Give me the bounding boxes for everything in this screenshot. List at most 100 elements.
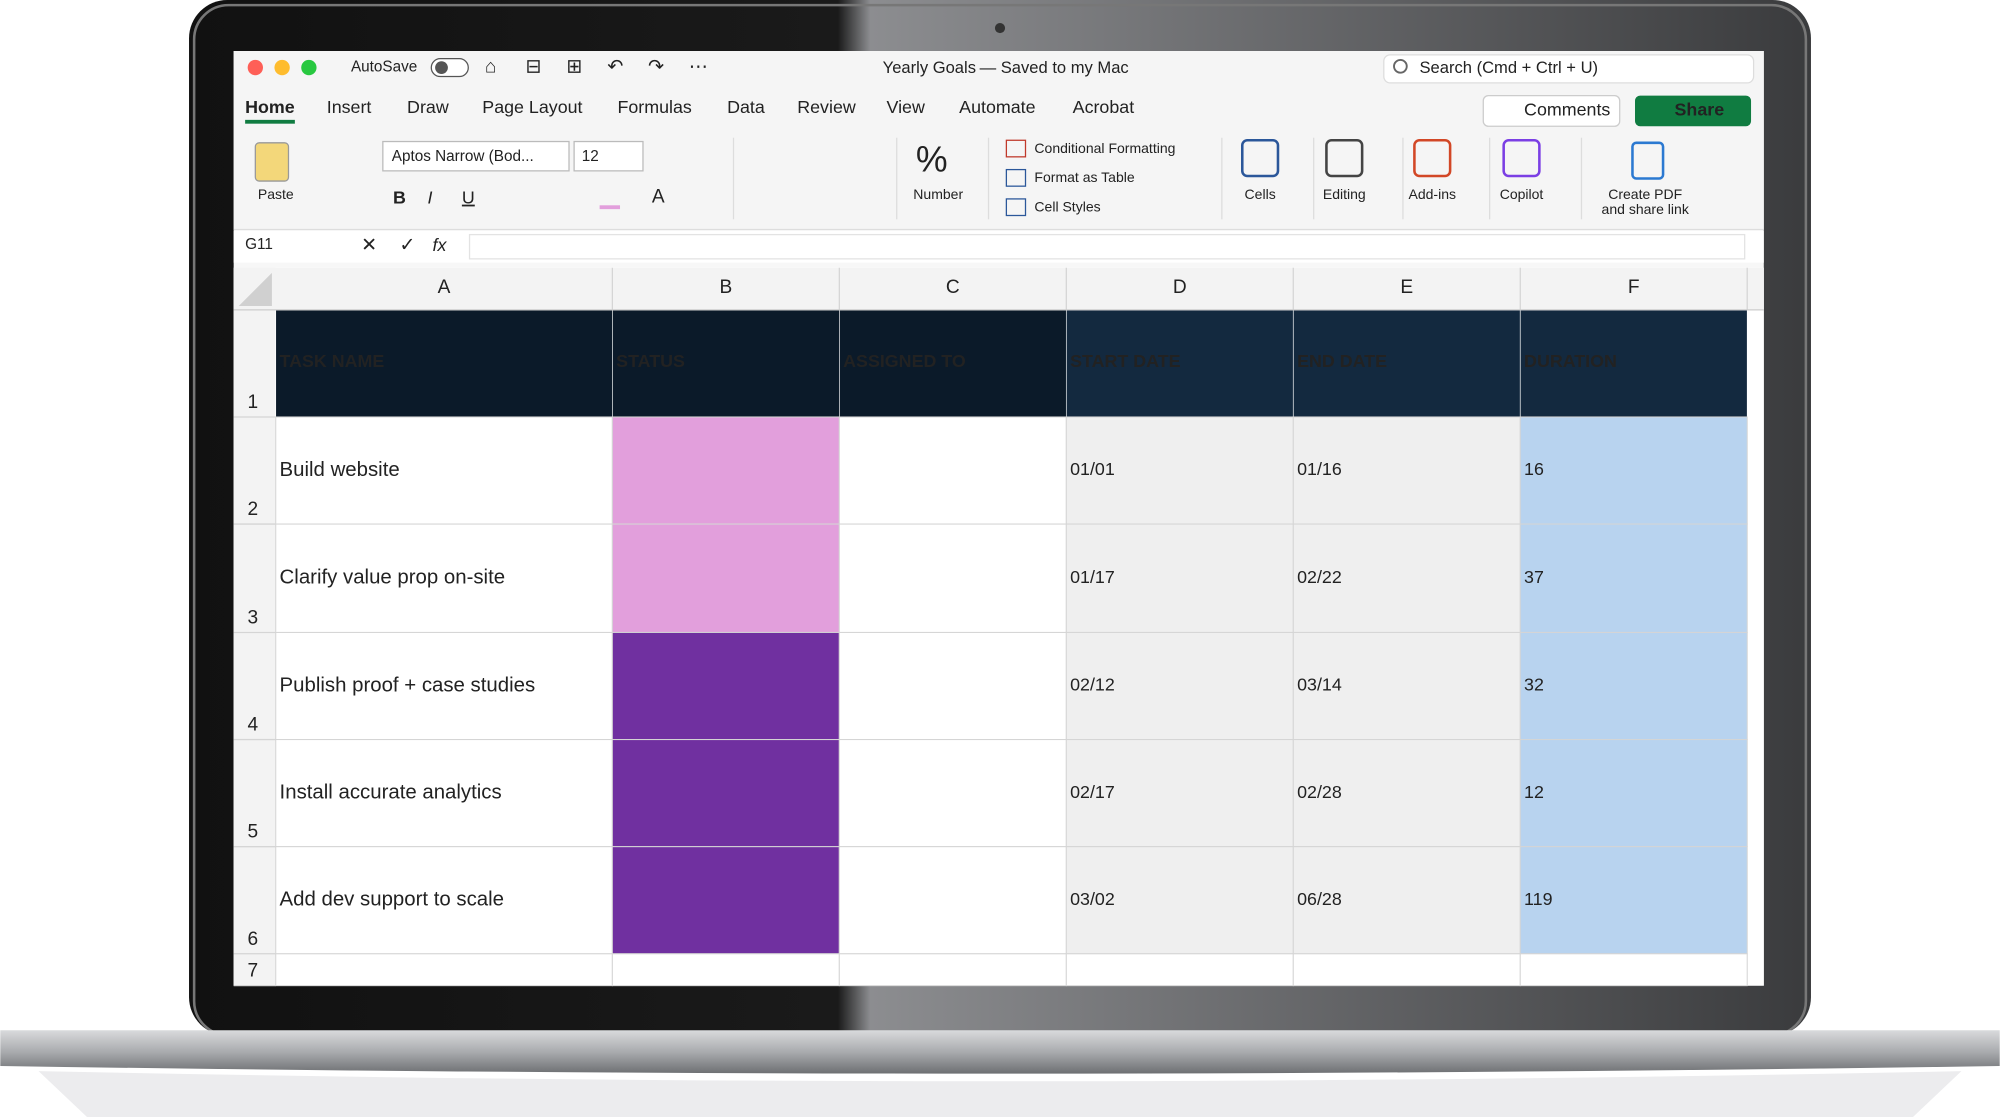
fx-label: fx	[433, 235, 448, 255]
cell[interactable]	[1065, 631, 1294, 741]
style-command[interactable]: Conditional Formatting	[1034, 140, 1175, 156]
ribbon-tab[interactable]: Home	[245, 97, 295, 117]
ribbon-tab[interactable]: Data	[727, 97, 765, 117]
format-button[interactable]: I	[427, 188, 432, 208]
font-size[interactable]: 12	[582, 148, 599, 165]
cell[interactable]	[1519, 416, 1748, 525]
font-box[interactable]	[382, 140, 570, 172]
end-date: 02/22	[1297, 567, 1342, 587]
share-label[interactable]: Share	[1675, 100, 1725, 120]
share-button[interactable]	[1635, 95, 1752, 127]
pdf-label[interactable]: and share link	[1602, 201, 1690, 217]
cell[interactable]	[838, 416, 1067, 525]
quick-access-icon[interactable]: ⌂	[485, 57, 497, 78]
cell[interactable]	[1065, 739, 1294, 848]
start-date: 01/17	[1070, 567, 1115, 587]
quick-access-icon[interactable]: ⊟	[526, 57, 542, 78]
ribbon-tab[interactable]: Formulas	[617, 97, 691, 117]
style-command[interactable]: Cell Styles	[1034, 199, 1100, 215]
header-cell[interactable]	[1519, 309, 1748, 418]
comments-label[interactable]: Comments	[1524, 100, 1610, 120]
zoom-button[interactable]	[301, 59, 317, 76]
cell[interactable]	[1519, 953, 1748, 987]
ribbon-group-label[interactable]: Add-ins	[1408, 186, 1456, 202]
size-box[interactable]	[573, 140, 644, 172]
percent-icon[interactable]: %	[916, 139, 948, 179]
cell[interactable]	[275, 631, 613, 741]
style-command[interactable]: Format as Table	[1034, 169, 1134, 185]
cell[interactable]	[1292, 523, 1521, 633]
formula-input[interactable]	[468, 233, 1746, 260]
cell[interactable]	[275, 953, 613, 987]
cell[interactable]	[1519, 523, 1748, 633]
quick-access-icon[interactable]: ↷	[648, 57, 664, 78]
header-cell[interactable]	[612, 309, 840, 418]
cell[interactable]	[1519, 739, 1748, 848]
status-cell[interactable]	[611, 523, 840, 633]
number-label[interactable]: Number	[913, 186, 963, 202]
ribbon-tab[interactable]: Acrobat	[1073, 97, 1135, 117]
cell[interactable]	[1065, 416, 1294, 525]
status-cell[interactable]	[611, 416, 840, 525]
quick-access-icon[interactable]: ↶	[607, 57, 623, 78]
ribbon-tab[interactable]: View	[887, 97, 925, 117]
format-button[interactable]: B	[393, 188, 406, 208]
cell[interactable]	[275, 846, 613, 955]
minimize-button[interactable]	[274, 59, 290, 76]
ribbon-tab[interactable]: Page Layout	[482, 97, 582, 117]
header-cell[interactable]	[275, 309, 613, 418]
quick-access-icon[interactable]: ⊞	[566, 57, 582, 78]
close-button[interactable]	[247, 59, 263, 76]
format-button[interactable]: U	[462, 188, 475, 208]
ribbon-tab[interactable]: Draw	[407, 97, 449, 117]
status-cell[interactable]	[611, 846, 840, 955]
comments-button[interactable]	[1482, 94, 1621, 127]
cell[interactable]	[838, 953, 1067, 987]
cell[interactable]	[1519, 846, 1748, 955]
row-header[interactable]: 1	[247, 392, 258, 413]
ribbon-group-label[interactable]: Copilot	[1500, 186, 1544, 202]
row-header[interactable]: 6	[247, 929, 258, 950]
paste-icon[interactable]	[254, 142, 290, 182]
ribbon-group-label[interactable]: Editing	[1323, 186, 1366, 202]
cell[interactable]	[838, 631, 1067, 741]
ribbon-tab[interactable]: Insert	[327, 97, 372, 117]
row-header[interactable]: 3	[247, 607, 258, 628]
column-header[interactable]: E	[1400, 277, 1413, 298]
cell[interactable]	[1065, 523, 1294, 633]
cell[interactable]	[1519, 631, 1748, 741]
paste-label[interactable]: Paste	[258, 186, 294, 202]
cell[interactable]	[838, 523, 1067, 633]
row-header[interactable]: 4	[247, 715, 258, 736]
cell[interactable]	[838, 846, 1067, 955]
header-cell[interactable]	[839, 309, 1067, 418]
ribbon-group-label[interactable]: Cells	[1245, 186, 1276, 202]
status-cell[interactable]	[611, 631, 840, 741]
cell[interactable]	[1292, 416, 1521, 525]
cell[interactable]	[1292, 953, 1521, 987]
column-header[interactable]: F	[1628, 277, 1640, 298]
name-box[interactable]: G11	[245, 236, 273, 253]
header-cell[interactable]	[1065, 309, 1294, 418]
cell[interactable]	[275, 523, 613, 633]
column-header[interactable]: D	[1173, 277, 1187, 298]
column-header[interactable]: C	[946, 277, 960, 298]
cell[interactable]	[275, 416, 613, 525]
status-cell[interactable]	[611, 739, 840, 848]
ribbon-tab[interactable]: Automate	[959, 97, 1035, 117]
cell[interactable]	[838, 739, 1067, 848]
font-name[interactable]: Aptos Narrow (Bod...	[392, 148, 534, 165]
font-color-button[interactable]: A	[652, 187, 665, 208]
column-header[interactable]: A	[438, 277, 451, 298]
pdf-label[interactable]: Create PDF	[1608, 186, 1682, 202]
quick-access-icon[interactable]: ⋯	[689, 57, 708, 78]
cell[interactable]	[1065, 846, 1294, 955]
row-header[interactable]: 2	[247, 499, 258, 520]
row-header[interactable]: 5	[247, 822, 258, 843]
row-header[interactable]: 7	[247, 961, 258, 982]
ribbon-tab[interactable]: Review	[797, 97, 856, 117]
cell[interactable]	[611, 953, 840, 987]
cell[interactable]	[1065, 953, 1294, 987]
search-box[interactable]	[1383, 54, 1755, 84]
column-header[interactable]: B	[719, 277, 732, 298]
